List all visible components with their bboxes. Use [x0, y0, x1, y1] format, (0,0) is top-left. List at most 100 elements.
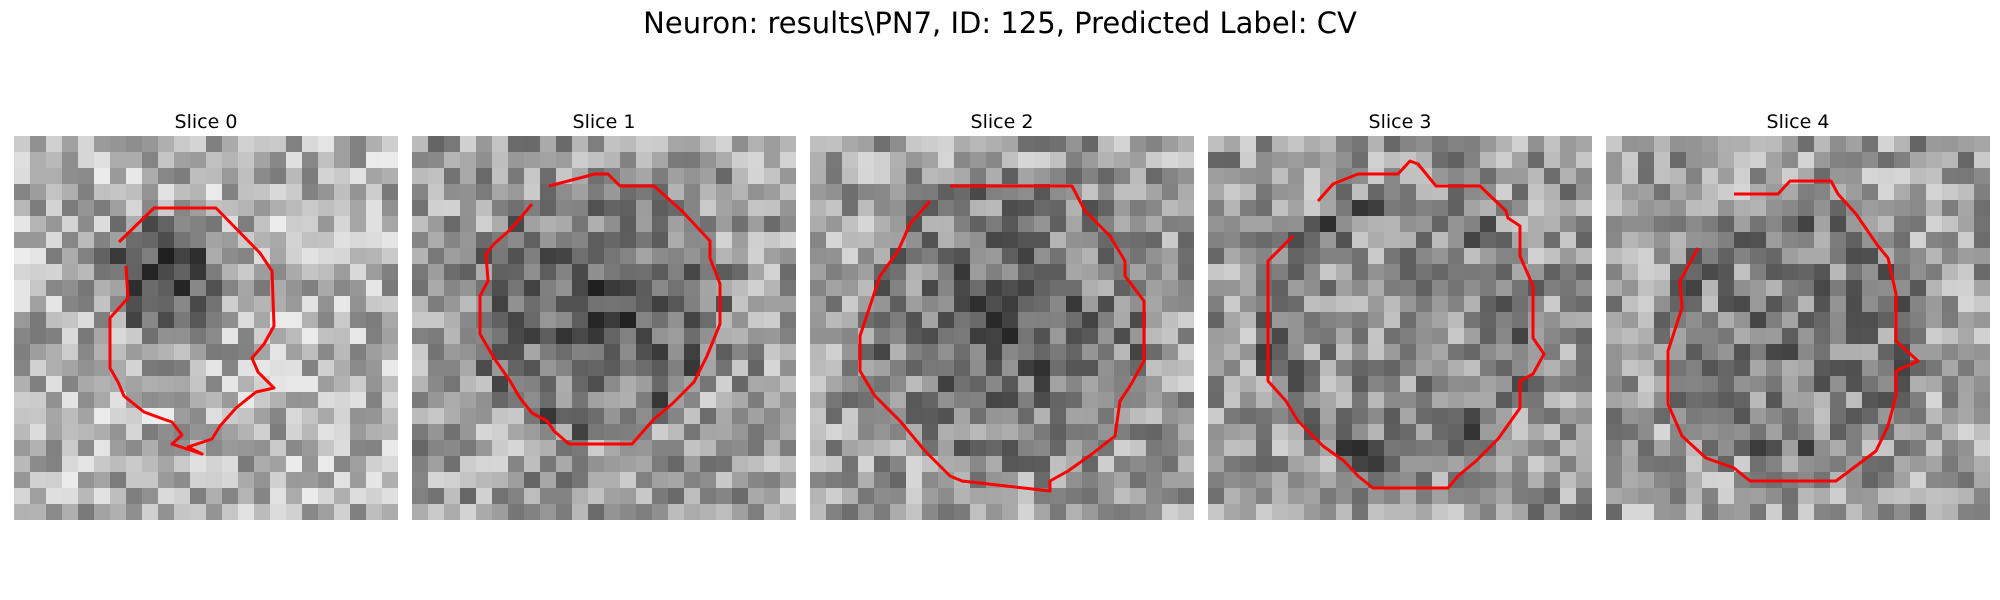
pixel-cell: [1146, 392, 1163, 409]
pixel-cell: [826, 392, 843, 409]
pixel-cell: [1256, 312, 1273, 329]
pixel-cell: [652, 312, 669, 329]
pixel-cell: [826, 216, 843, 233]
pixel-cell: [222, 504, 239, 520]
pixel-cell: [1830, 152, 1847, 169]
pixel-cell: [1496, 136, 1513, 153]
pixel-cell: [30, 296, 47, 313]
pixel-cell: [1686, 392, 1703, 409]
pixel-cell: [1544, 296, 1561, 313]
pixel-cell: [158, 472, 175, 489]
pixel-cell: [1622, 216, 1639, 233]
pixel-cell: [954, 136, 971, 153]
pixel-cell: [1448, 232, 1465, 249]
pixel-cell: [1114, 424, 1131, 441]
pixel-cell: [874, 312, 891, 329]
pixel-cell: [174, 456, 191, 473]
pixel-cell: [1098, 280, 1115, 297]
pixel-cell: [1846, 424, 1863, 441]
pixel-cell: [748, 344, 765, 361]
pixel-cell: [350, 216, 367, 233]
pixel-cell: [1400, 264, 1417, 281]
pixel-cell: [1622, 328, 1639, 345]
pixel-cell: [890, 216, 907, 233]
pixel-cell: [572, 152, 589, 169]
pixel-cell: [524, 488, 541, 505]
pixel-cell: [1368, 344, 1385, 361]
pixel-cell: [1576, 248, 1592, 265]
pixel-cell: [890, 408, 907, 425]
pixel-cell: [1528, 424, 1545, 441]
pixel-cell: [636, 184, 653, 201]
pixel-cell: [826, 280, 843, 297]
pixel-cell: [30, 216, 47, 233]
pixel-cell: [1050, 488, 1067, 505]
pixel-cell: [1638, 504, 1655, 520]
pixel-cell: [1702, 184, 1719, 201]
pixel-cell: [1050, 152, 1067, 169]
pixel-cell: [1750, 488, 1767, 505]
pixel-cell: [1814, 184, 1831, 201]
pixel-cell: [428, 216, 445, 233]
slice-panel-2: Slice 2: [810, 108, 1194, 520]
pixel-cell: [428, 440, 445, 457]
pixel-cell: [366, 488, 383, 505]
pixel-cell: [1400, 424, 1417, 441]
pixel-cell: [540, 232, 557, 249]
pixel-cell: [1560, 376, 1577, 393]
pixel-cell: [748, 392, 765, 409]
pixel-cell: [460, 472, 477, 489]
slice-1-title: Slice 1: [572, 111, 636, 133]
pixel-cell: [476, 504, 493, 520]
pixel-cell: [1336, 216, 1353, 233]
pixel-cell: [254, 440, 271, 457]
pixel-cell: [938, 264, 955, 281]
pixel-cell: [1050, 248, 1067, 265]
pixel-cell: [206, 504, 223, 520]
pixel-cell: [318, 344, 335, 361]
pixel-cell: [30, 392, 47, 409]
pixel-cell: [158, 344, 175, 361]
pixel-cell: [46, 408, 63, 425]
pixel-cell: [1098, 456, 1115, 473]
pixel-cell: [748, 504, 765, 520]
pixel-cell: [382, 440, 398, 457]
pixel-cell: [1846, 248, 1863, 265]
pixel-cell: [1034, 424, 1051, 441]
pixel-cell: [94, 456, 111, 473]
pixel-cell: [492, 216, 509, 233]
pixel-cell: [1528, 184, 1545, 201]
pixel-cell: [524, 456, 541, 473]
pixel-cell: [1670, 296, 1687, 313]
pixel-cell: [428, 408, 445, 425]
pixel-cell: [1798, 376, 1815, 393]
pixel-cell: [1512, 360, 1529, 377]
pixel-cell: [1606, 408, 1623, 425]
pixel-cell: [302, 280, 319, 297]
pixel-cell: [46, 328, 63, 345]
pixel-cell: [1718, 248, 1735, 265]
pixel-cell: [732, 328, 749, 345]
pixel-cell: [890, 392, 907, 409]
pixel-cell: [1002, 296, 1019, 313]
pixel-cell: [780, 488, 796, 505]
pixel-cell: [1560, 456, 1577, 473]
pixel-cell: [1432, 472, 1449, 489]
pixel-cell: [1130, 200, 1147, 217]
slice-3-grayscale-patch: [1208, 136, 1592, 520]
pixel-cell: [1878, 168, 1895, 185]
pixel-cell: [222, 488, 239, 505]
pixel-cell: [1734, 184, 1751, 201]
pixel-cell: [1718, 312, 1735, 329]
pixel-cell: [174, 504, 191, 520]
pixel-cell: [700, 152, 717, 169]
pixel-cell: [986, 488, 1003, 505]
pixel-cell: [636, 200, 653, 217]
pixel-cell: [1974, 152, 1990, 169]
pixel-cell: [1862, 408, 1879, 425]
pixel-cell: [1320, 392, 1337, 409]
pixel-cell: [540, 440, 557, 457]
pixel-cell: [716, 328, 733, 345]
pixel-cell: [1814, 248, 1831, 265]
pixel-cell: [652, 200, 669, 217]
